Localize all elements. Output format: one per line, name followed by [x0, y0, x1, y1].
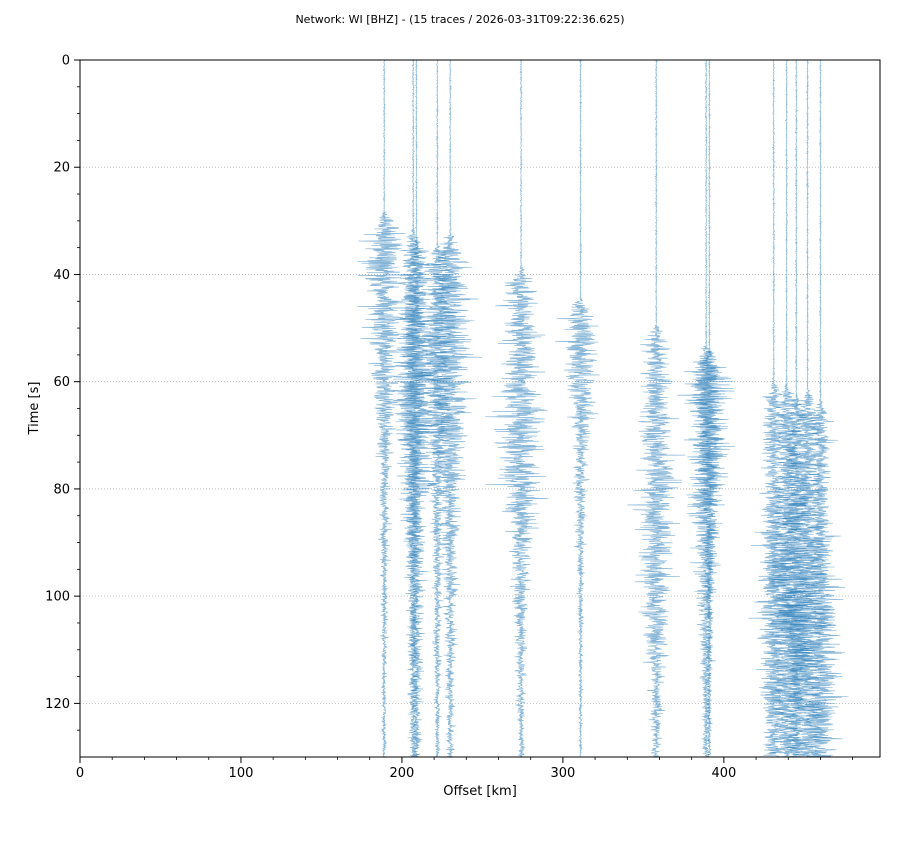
- y-tick-label-6: 120: [45, 697, 70, 712]
- trace-6: [555, 59, 600, 757]
- y-tick-label-2: 40: [53, 268, 70, 283]
- trace-5: [484, 59, 549, 758]
- y-axis-label: Time [s]: [27, 382, 42, 436]
- y-tick-label-0: 0: [62, 54, 70, 69]
- trace-0: [357, 59, 415, 758]
- trace-12: [771, 59, 819, 758]
- x-tick-label-2: 200: [390, 766, 415, 781]
- x-tick-label-4: 400: [711, 766, 736, 781]
- trace-2: [384, 59, 444, 758]
- trace-13: [777, 59, 837, 758]
- y-tick-label-3: 60: [53, 375, 70, 390]
- x-axis-label: Offset [km]: [443, 784, 517, 799]
- trace-4: [421, 59, 482, 758]
- x-tick-label-1: 100: [229, 766, 254, 781]
- x-tick-label-3: 300: [550, 766, 575, 781]
- y-tick-label-1: 20: [53, 161, 70, 176]
- y-tick-label-4: 80: [53, 482, 70, 497]
- x-axis: 0 100 200 300 400: [76, 757, 854, 781]
- trace-14: [790, 59, 849, 758]
- y-axis: 0 20 40 60 80 100 120: [45, 54, 80, 731]
- chart-title: Network: WI [BHZ] - (15 traces / 2026-03…: [295, 13, 624, 26]
- trace-7: [627, 59, 686, 758]
- trace-11: [762, 59, 822, 758]
- trace-10: [748, 59, 801, 757]
- trace-3: [416, 59, 459, 758]
- trace-9: [677, 59, 735, 758]
- trace-group: [357, 59, 849, 758]
- grid-lines: [80, 166, 880, 704]
- y-tick-label-5: 100: [45, 590, 70, 605]
- x-tick-label-0: 0: [76, 766, 84, 781]
